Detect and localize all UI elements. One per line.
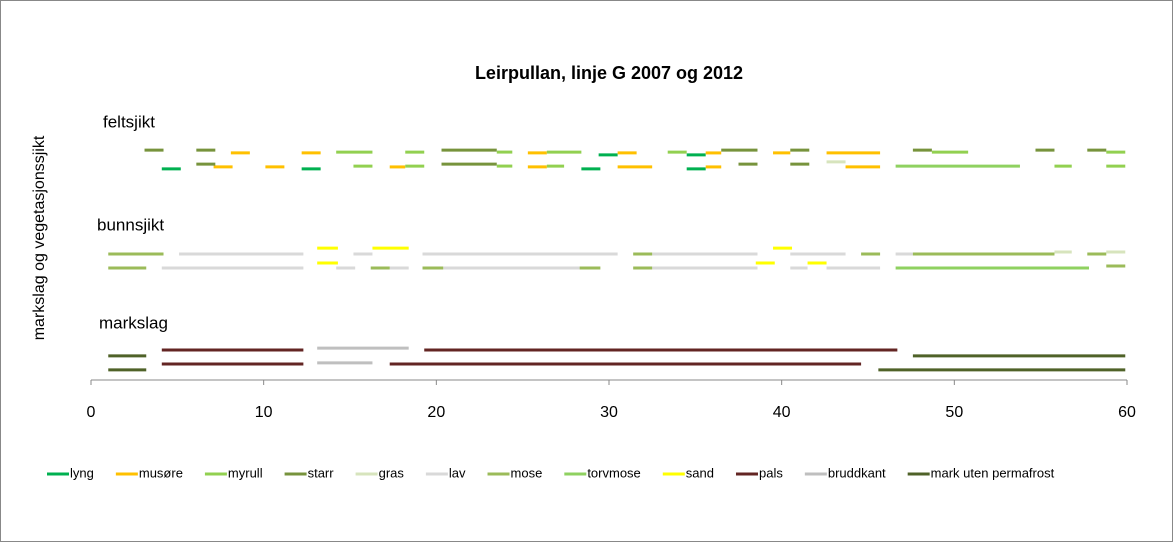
- y-axis-label: markslag og vegetasjonssjikt: [31, 135, 48, 340]
- x-tick-label: 30: [600, 404, 618, 421]
- legend-label: lav: [449, 465, 466, 480]
- annotation: feltsjikt: [103, 112, 155, 131]
- legend-label: gras: [379, 465, 405, 480]
- x-tick-label: 0: [87, 404, 96, 421]
- annotation: bunnsjikt: [97, 215, 164, 234]
- x-tick-label: 50: [945, 404, 963, 421]
- annotation: markslag: [99, 313, 168, 332]
- legend-label: pals: [759, 465, 783, 480]
- legend-label: mose: [511, 465, 543, 480]
- x-tick-label: 20: [427, 404, 445, 421]
- legend-label: myrull: [228, 465, 263, 480]
- legend-label: starr: [308, 465, 335, 480]
- legend-label: musøre: [139, 465, 183, 480]
- legend-label: lyng: [70, 465, 94, 480]
- x-tick-label: 40: [773, 404, 791, 421]
- x-tick-label: 60: [1118, 404, 1136, 421]
- x-tick-label: 10: [255, 404, 273, 421]
- legend-label: mark uten permafrost: [931, 465, 1055, 480]
- chart-title: Leirpullan, linje G 2007 og 2012: [475, 63, 743, 83]
- legend-label: bruddkant: [828, 465, 886, 480]
- legend-label: torvmose: [587, 465, 640, 480]
- legend-label: sand: [686, 465, 714, 480]
